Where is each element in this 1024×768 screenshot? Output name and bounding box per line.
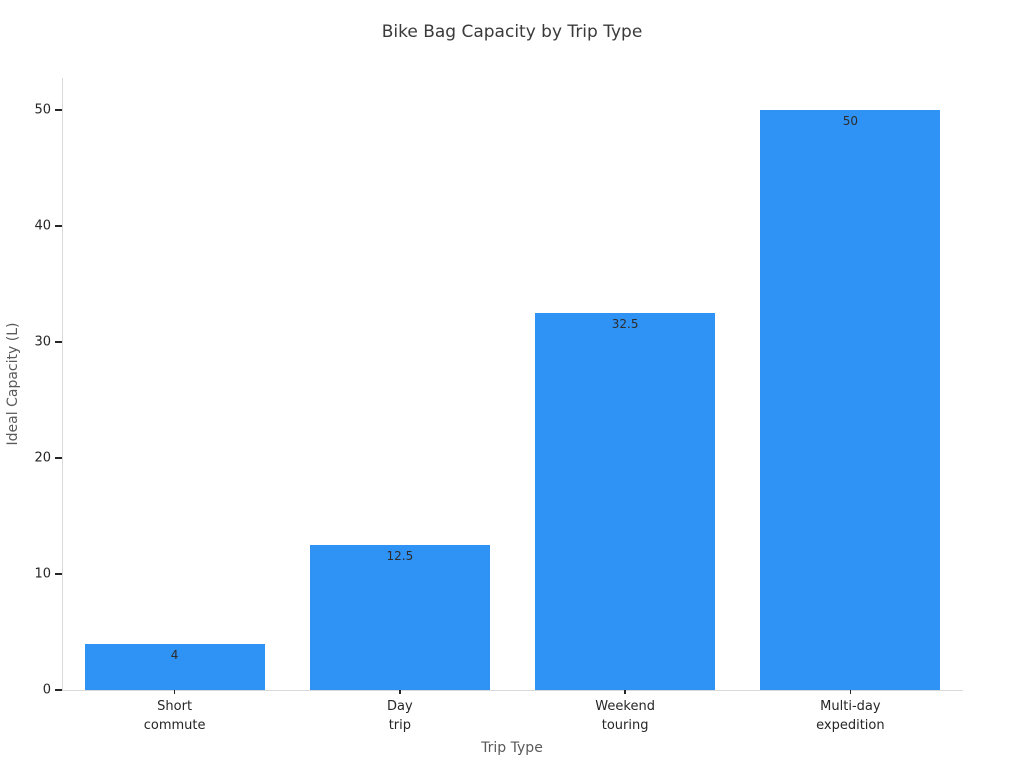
y-tick-mark-0 [55,689,62,691]
bar-value-label-day-trip: 12.5 [386,548,414,563]
x-tick-label-day-trip: Day trip [387,699,413,733]
bar-value-label-short-commute: 4 [170,647,179,662]
y-tick-mark-20 [55,457,62,459]
y-tick-mark-30 [55,341,62,343]
x-tick-label-weekend-touring: Weekend touring [595,699,655,733]
y-tick-label-0: 0 [42,682,51,698]
y-tick-label-40: 40 [34,218,51,234]
x-tick-mark-multi-day-expedition [849,690,852,694]
plot-area: 0 10 20 30 40 50 4 Short commute 12.5 Day trip 32.… [34,78,963,733]
y-tick-mark-10 [55,573,62,575]
y-axis-title: Ideal Capacity (L) [5,322,21,446]
bar-multi-day-expedition: 50 [760,109,941,690]
y-tick-label-20: 20 [34,450,51,466]
bar-value-label-multi-day-expedition: 50 [842,113,858,128]
bar-day-trip: 12.5 [309,544,490,690]
y-tick-mark-50 [55,109,62,111]
x-axis-spine [62,690,963,691]
y-axis-spine [62,78,63,690]
y-tick-mark-40 [55,225,62,227]
y-tick-label-50: 50 [34,102,51,118]
x-tick-label-short-commute: Short commute [143,699,206,733]
chart-title: Bike Bag Capacity by Trip Type [381,22,643,42]
bar-value-label-weekend-touring: 32.5 [611,316,639,331]
x-tick-mark-weekend-touring [624,690,626,694]
y-tick-label-10: 10 [34,566,51,582]
x-axis-title: Trip Type [481,740,543,756]
y-tick-label-30: 30 [34,334,51,350]
bar-short-commute: 4 [84,643,265,690]
x-tick-label-multi-day-expedition: Multi-day expedition [816,699,885,733]
x-tick-mark-day-trip [399,690,401,694]
bar-weekend-touring: 32.5 [535,312,716,690]
x-tick-mark-short-commute [173,690,176,694]
